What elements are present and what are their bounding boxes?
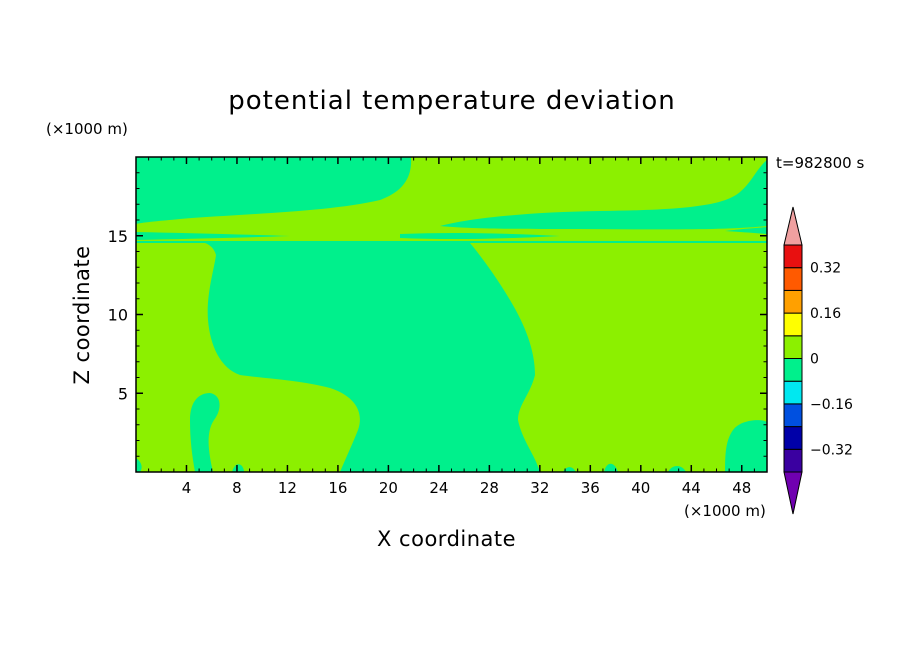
colorbar-segment — [783, 244, 803, 269]
negative-anomaly-bump-1 — [232, 464, 244, 472]
negative-anomaly-blob-left — [190, 393, 220, 472]
y-tick-label: 15 — [108, 227, 128, 246]
colorbar-tick-label: 0 — [810, 352, 819, 368]
x-tick-label: 32 — [530, 479, 549, 497]
x-tick-label: 48 — [732, 479, 751, 497]
colorbar-tick-label: −0.32 — [810, 442, 853, 458]
colorbar-segment — [783, 335, 803, 359]
colorbar-segment — [783, 403, 803, 428]
colorbar: −0.32 −0.16 0 0.16 0.32 — [783, 206, 853, 515]
colorbar-segment — [783, 358, 803, 382]
colorbar-segment — [783, 267, 803, 291]
negative-anomaly-region-center — [136, 241, 767, 472]
y-tick-label: 10 — [108, 306, 128, 325]
negative-anomaly-blob-right — [725, 420, 767, 472]
x-tick-label: 20 — [379, 479, 398, 497]
colorbar-segment — [783, 380, 803, 405]
x-axis-multiplier: (×1000 m) — [684, 502, 766, 520]
y-tick-label: 5 — [118, 384, 128, 403]
x-tick-label: 36 — [581, 479, 600, 497]
colorbar-under-arrow — [783, 471, 803, 515]
x-tick-label: 28 — [480, 479, 499, 497]
negative-anomaly-bump-3 — [563, 467, 576, 472]
negative-anomaly-bump-6 — [136, 458, 142, 472]
colorbar-segment — [783, 312, 803, 337]
colorbar-segment — [783, 289, 803, 314]
y-axis-multiplier: (×1000 m) — [46, 120, 128, 138]
x-axis-label: X coordinate — [377, 527, 517, 551]
colorbar-tick-label: 0.32 — [810, 261, 841, 277]
negative-anomaly-tongue-left — [136, 232, 290, 240]
negative-anomaly-bump-5 — [668, 466, 686, 472]
x-tick-label: 44 — [682, 479, 701, 497]
x-tick-label: 8 — [232, 479, 242, 497]
colorbar-segment — [783, 426, 803, 450]
negative-anomaly-region-top — [136, 157, 412, 224]
negative-anomaly-tongue-mid — [400, 232, 560, 240]
colorbar-over-arrow — [783, 206, 803, 246]
x-tick-label: 12 — [278, 479, 297, 497]
chart-title: potential temperature deviation — [228, 86, 676, 116]
x-tick-label: 4 — [182, 479, 192, 497]
colorbar-tick-label: −0.16 — [810, 397, 853, 413]
colorbar-tick-label: 0.16 — [810, 306, 841, 322]
time-label: t=982800 s — [776, 154, 865, 172]
colorbar-segment — [783, 448, 803, 473]
negative-anomaly-region-topright-band — [440, 160, 767, 230]
x-tick-label: 16 — [328, 479, 347, 497]
negative-anomaly-bump-4 — [604, 463, 618, 472]
x-tick-label: 40 — [631, 479, 650, 497]
x-tick-label: 24 — [429, 479, 448, 497]
negative-anomaly-bump-2 — [438, 452, 520, 472]
negative-anomaly-tongue-right — [725, 227, 767, 234]
